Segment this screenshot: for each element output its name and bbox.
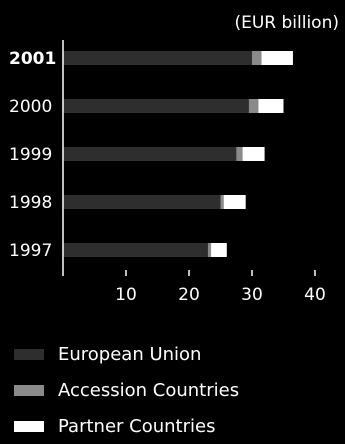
legend-label-accession-countries: Accession Countries — [58, 379, 240, 401]
category-label-1998: 1998 — [9, 193, 52, 213]
bar-2001-series-1 — [252, 51, 262, 65]
x-tick-label-10: 10 — [115, 285, 137, 305]
category-label-1999: 1999 — [9, 145, 52, 165]
category-label-1997: 1997 — [9, 241, 52, 261]
bar-1997-series-2 — [211, 243, 227, 257]
bar-2001-series-2 — [261, 51, 293, 65]
legend-swatch-european-union — [14, 348, 44, 360]
legend-swatch-accession-countries — [14, 384, 44, 396]
x-tick-label-20: 20 — [178, 285, 200, 305]
unit-label: (EUR billion) — [234, 13, 339, 33]
legend-item-european-union: European Union — [14, 336, 239, 372]
x-tick-label-30: 30 — [241, 285, 263, 305]
bar-1997-series-1 — [207, 243, 212, 257]
legend-label-european-union: European Union — [58, 343, 202, 365]
bar-1999-series-0 — [63, 147, 237, 161]
bar-2000-series-1 — [248, 99, 259, 113]
legend-item-partner-countries: Partner Countries — [14, 408, 239, 444]
legend-swatch-partner-countries — [14, 420, 44, 432]
legend-label-partner-countries: Partner Countries — [58, 415, 216, 437]
legend-item-accession-countries: Accession Countries — [14, 372, 239, 408]
category-label-2000: 2000 — [9, 97, 52, 117]
x-tick-label-40: 40 — [304, 285, 326, 305]
legend: European Union Accession Countries Partn… — [14, 336, 239, 444]
bar-1999-series-2 — [242, 147, 265, 161]
bar-2000-series-2 — [258, 99, 284, 113]
bar-1999-series-1 — [236, 147, 243, 161]
bar-1998-series-2 — [223, 195, 246, 209]
chart: (EUR billion) 2001 2000 1999 1998 1997 10 20 30… — [9, 13, 339, 305]
bar-1998-series-1 — [220, 195, 224, 209]
category-label-2001: 2001 — [9, 49, 56, 69]
bar-1997-series-0 — [63, 243, 208, 257]
bar-2000-series-0 — [63, 99, 249, 113]
bar-2001-series-0 — [63, 51, 252, 65]
bar-1998-series-0 — [63, 195, 221, 209]
